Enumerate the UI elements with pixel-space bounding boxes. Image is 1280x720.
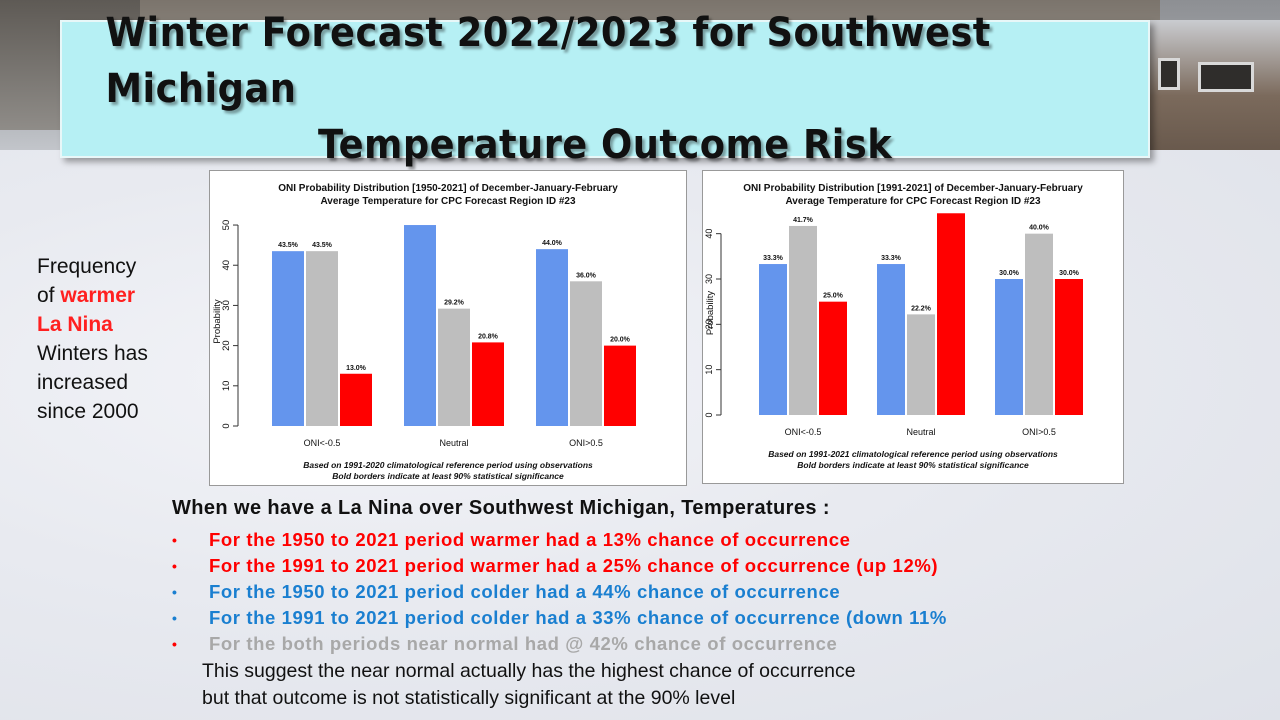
bar-data-label: 20.8% [478,333,499,340]
bar-data-label: 30.0% [1059,270,1080,277]
summary-bullet: For the 1991 to 2021 period colder had a… [172,605,947,631]
chart-footnote-1: Based on 1991-2020 climatological refere… [303,460,593,470]
bar [789,225,817,415]
bar [877,264,905,415]
bar [472,342,504,426]
y-tick-label: 40 [704,229,714,239]
summary-title: When we have a La Nina over Southwest Mi… [172,497,830,519]
bar-data-label: 20.0% [610,337,631,344]
side-note-line1: Frequency [37,255,137,278]
bar [272,251,304,426]
y-tick-label: 0 [704,412,714,417]
background-window [1198,62,1254,92]
y-tick-label: 10 [221,381,232,392]
bar-data-label: 36.0% [576,272,597,279]
y-tick-label: 30 [221,300,232,311]
slide-title-line2: Temperature Outcome Risk [317,122,893,168]
bar [340,373,372,426]
bar-data-label: 29.2% [444,300,465,307]
x-tick-label: ONI>0.5 [569,438,603,448]
y-tick-label: 10 [704,365,714,375]
x-tick-label: ONI<-0.5 [304,438,341,448]
summary-bullet-text: For the 1991 to 2021 period warmer had a… [209,555,939,576]
side-note: Frequency of warmer La Nina Winters has … [37,252,177,426]
chart-footnote-1: Based on 1991-2021 climatological refere… [768,449,1058,459]
summary-bullet-text: For the 1991 to 2021 period colder had a… [209,607,947,628]
y-tick-label: 50 [221,220,232,231]
bar [1055,279,1083,415]
side-note-line3: Winters has [37,342,148,365]
bar-data-label: 44.0% [542,240,563,247]
bar-data-label: 40.0% [1029,225,1050,232]
bar [536,249,568,426]
slide-title-line1: Winter Forecast 2022/2023 for Southwest … [105,10,991,112]
summary-bullet-text: For the 1950 to 2021 period colder had a… [209,581,841,602]
conclusion-line1: This suggest the near normal actually ha… [202,660,856,682]
x-tick-label: ONI>0.5 [1022,427,1056,437]
conclusion: This suggest the near normal actually ha… [202,658,856,712]
bar-data-label: 13.0% [346,365,367,372]
chart-title: ONI Probability Distribution [1950-2021]… [278,183,618,194]
bar [759,264,787,415]
bar-data-label: 25.0% [823,293,844,300]
chart-title: ONI Probability Distribution [1991-2021]… [743,183,1083,194]
bar [404,225,436,426]
bar-data-label: 41.7% [793,217,814,224]
chart-footnote-2: Bold borders indicate at least 90% stati… [332,471,564,481]
summary-bullets: For the 1950 to 2021 period warmer had a… [172,527,947,657]
y-tick-label: 0 [221,423,232,428]
summary-bullet: For the both periods near normal had @ 4… [172,631,947,657]
chart-1991-2021: ONI Probability Distribution [1991-2021]… [702,170,1124,484]
summary-bullet: For the 1991 to 2021 period warmer had a… [172,553,947,579]
x-tick-label: Neutral [439,438,468,448]
bar [1025,233,1053,415]
summary-bullet: For the 1950 to 2021 period warmer had a… [172,527,947,553]
chart-subtitle: Average Temperature for CPC Forecast Reg… [785,196,1041,207]
bar [819,301,847,415]
y-tick-label: 30 [704,274,714,284]
bar-data-label: 33.3% [763,255,784,262]
y-tick-label: 20 [704,319,714,329]
side-note-highlight-warmer: warmer [60,284,136,307]
y-axis-label: Probability [705,291,716,336]
side-note-highlight-la-nina: La Nina [37,313,113,336]
y-tick-label: 20 [221,340,232,351]
chart-footnote-2: Bold borders indicate at least 90% stati… [797,460,1029,470]
side-note-line2: of warmer [37,284,136,307]
conclusion-line2: but that outcome is not statistically si… [202,687,736,709]
bar-data-label: 30.0% [999,270,1020,277]
bar [570,281,602,426]
summary-bullet: For the 1950 to 2021 period colder had a… [172,579,947,605]
bar [438,308,470,426]
side-note-line4: increased [37,371,129,394]
bar-data-label: 33.3% [881,255,902,262]
x-tick-label: ONI<-0.5 [785,427,822,437]
bar-data-label: 22.2% [911,305,932,312]
chart-1950-2021: ONI Probability Distribution [1950-2021]… [209,170,687,486]
x-tick-label: Neutral [906,427,935,437]
side-note-line5: since 2000 [37,400,139,423]
bar [995,279,1023,415]
bar [937,213,965,415]
bar-data-label: 43.5% [278,242,299,249]
bar-data-label: 43.5% [312,242,333,249]
title-banner: Winter Forecast 2022/2023 for Southwest … [60,10,1150,168]
summary-bullet-text: For the 1950 to 2021 period warmer had a… [209,529,851,550]
y-tick-label: 40 [221,260,232,271]
y-axis-label: Probability [212,299,223,344]
bar [604,345,636,426]
background-window [1158,58,1180,90]
summary-bullet-text: For the both periods near normal had @ 4… [209,633,838,654]
chart-subtitle: Average Temperature for CPC Forecast Reg… [320,196,576,207]
bar [907,314,935,415]
chart-1950-2021-svg: ONI Probability Distribution [1950-2021]… [212,183,636,481]
bar [306,251,338,426]
chart-1991-2021-svg: ONI Probability Distribution [1991-2021]… [704,183,1083,470]
